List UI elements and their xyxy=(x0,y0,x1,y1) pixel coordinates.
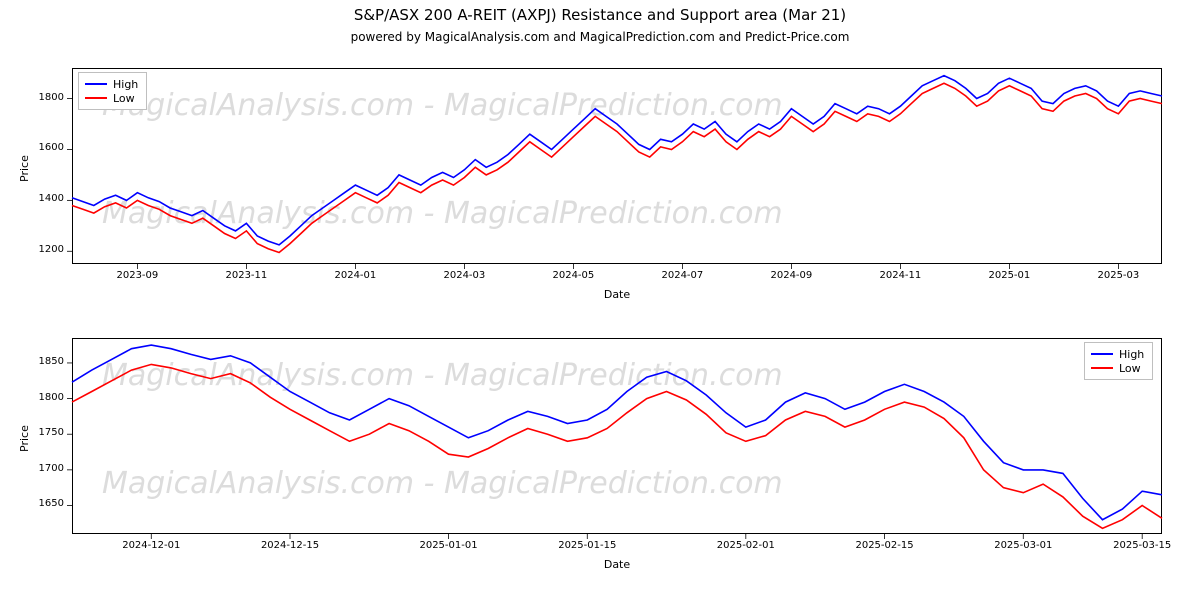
legend-label: High xyxy=(113,78,138,91)
chart-title: S&P/ASX 200 A-REIT (AXPJ) Resistance and… xyxy=(0,6,1200,24)
bottom-chart-svg xyxy=(72,338,1162,534)
x-tick-label: 2025-02-15 xyxy=(850,540,920,551)
y-tick-label: 1600 xyxy=(24,142,64,153)
x-tick-label: 2025-03 xyxy=(1083,270,1153,281)
y-tick-label: 1400 xyxy=(24,193,64,204)
bottom-legend: HighLow xyxy=(1084,342,1153,380)
legend-label: Low xyxy=(113,92,135,105)
legend-item-low: Low xyxy=(1091,361,1144,375)
x-tick-label: 2024-03 xyxy=(429,270,499,281)
legend-item-low: Low xyxy=(85,91,138,105)
legend-swatch xyxy=(85,97,107,99)
legend-swatch xyxy=(1091,367,1113,369)
top-y-axis-label: Price xyxy=(18,155,31,182)
x-tick-label: 2024-11 xyxy=(865,270,935,281)
series-low xyxy=(72,83,1162,252)
y-tick-label: 1700 xyxy=(24,463,64,474)
chart-subtitle: powered by MagicalAnalysis.com and Magic… xyxy=(0,30,1200,44)
legend-label: High xyxy=(1119,348,1144,361)
x-tick-label: 2025-01-01 xyxy=(414,540,484,551)
x-tick-label: 2024-09 xyxy=(756,270,826,281)
legend-label: Low xyxy=(1119,362,1141,375)
legend-item-high: High xyxy=(1091,347,1144,361)
series-high xyxy=(72,76,1162,245)
y-tick-label: 1200 xyxy=(24,244,64,255)
y-tick-label: 1650 xyxy=(24,498,64,509)
x-tick-label: 2025-02-01 xyxy=(711,540,781,551)
x-tick-label: 2025-01-15 xyxy=(552,540,622,551)
x-tick-label: 2025-03-15 xyxy=(1107,540,1177,551)
x-tick-label: 2023-09 xyxy=(102,270,172,281)
legend-item-high: High xyxy=(85,77,138,91)
top-legend: HighLow xyxy=(78,72,147,110)
top-x-axis-label: Date xyxy=(72,288,1162,301)
legend-swatch xyxy=(1091,353,1113,355)
y-tick-label: 1800 xyxy=(24,92,64,103)
x-tick-label: 2024-05 xyxy=(538,270,608,281)
x-tick-label: 2025-03-01 xyxy=(988,540,1058,551)
y-tick-label: 1850 xyxy=(24,356,64,367)
legend-swatch xyxy=(85,83,107,85)
figure: S&P/ASX 200 A-REIT (AXPJ) Resistance and… xyxy=(0,0,1200,600)
x-tick-label: 2025-01 xyxy=(974,270,1044,281)
x-tick-label: 2024-12-15 xyxy=(255,540,325,551)
top-chart-svg xyxy=(72,68,1162,264)
x-tick-label: 2024-12-01 xyxy=(116,540,186,551)
y-tick-label: 1800 xyxy=(24,392,64,403)
x-tick-label: 2024-07 xyxy=(647,270,717,281)
bottom-x-axis-label: Date xyxy=(72,558,1162,571)
series-low xyxy=(72,364,1162,528)
y-tick-label: 1750 xyxy=(24,427,64,438)
x-tick-label: 2024-01 xyxy=(320,270,390,281)
series-high xyxy=(72,345,1162,520)
x-tick-label: 2023-11 xyxy=(211,270,281,281)
